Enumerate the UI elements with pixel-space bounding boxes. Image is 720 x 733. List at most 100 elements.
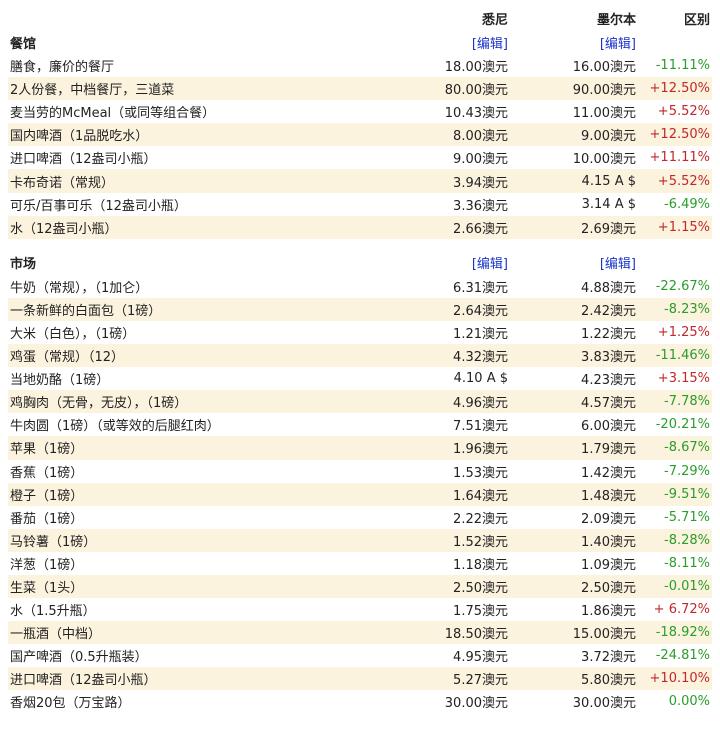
edit-cell: [编辑] xyxy=(510,30,638,54)
table-row: 一条新鲜的白面包（1磅） 2.64澳元 2.42澳元 -8.23% xyxy=(8,297,712,321)
table-row: 进口啤酒（12盎司小瓶） 9.00澳元 10.00澳元 +11.11% xyxy=(8,146,712,169)
edit-link-city2[interactable]: [编辑] xyxy=(599,257,636,273)
price-city1: 7.51澳元 xyxy=(453,419,508,435)
price-difference: -11.46% xyxy=(638,344,712,368)
price-city1: 2.66澳元 xyxy=(350,215,510,239)
table-row: 牛奶（常规），（1加仑） 6.31澳元 4.88澳元 -22.67% xyxy=(8,275,712,298)
price-city1: 1.75澳元 xyxy=(453,604,508,620)
header-blank xyxy=(8,6,350,30)
price-city1: 3.94澳元 xyxy=(350,169,510,193)
edit-link-city2[interactable]: [编辑] xyxy=(599,36,636,52)
price-city1: 3.36澳元 xyxy=(453,198,508,214)
table-row: 番茄（1磅） 2.22澳元 2.09澳元 -5.71% xyxy=(8,506,712,529)
price-city1: 2.50澳元 xyxy=(350,574,510,599)
table-row: 鸡胸肉（无骨，无皮），（1磅） 4.96澳元 4.57澳元 -7.78% xyxy=(8,390,712,414)
price-city1: 1.64澳元 xyxy=(350,482,510,506)
price-difference: +10.10% xyxy=(638,667,712,691)
item-name: 国内啤酒（1品脱吃水） xyxy=(8,123,350,147)
price-city1: 4.32澳元 xyxy=(350,344,510,368)
price-city1: 4.95澳元 xyxy=(453,650,508,666)
price-city1: 80.00澳元 xyxy=(350,77,510,101)
price-city2: 1.48澳元 xyxy=(510,482,638,506)
section-title: 餐馆 xyxy=(10,36,37,52)
table-row: 一瓶酒（中档） 18.50澳元 15.00澳元 -18.92% xyxy=(8,621,712,645)
table-row: 卡布奇诺（常规） 3.94澳元 4.15 A $ +5.52% xyxy=(8,169,712,193)
price-difference: -5.71% xyxy=(664,509,710,525)
price-city1: 8.00澳元 xyxy=(350,123,510,147)
item-name: 香烟20包（万宝路） xyxy=(10,696,131,712)
price-city2: 5.80澳元 xyxy=(510,667,638,691)
item-name: 卡布奇诺（常规） xyxy=(8,169,350,193)
item-name: 国产啤酒（0.5升瓶装） xyxy=(10,650,148,666)
price-city2: 1.79澳元 xyxy=(510,436,638,460)
price-city2: 1.40澳元 xyxy=(510,528,638,552)
item-name: 牛肉圆（1磅）（或等效的后腿红肉） xyxy=(10,419,220,435)
price-city2: 30.00澳元 xyxy=(572,696,636,712)
price-difference: -18.92% xyxy=(638,621,712,645)
price-difference: +3.15% xyxy=(657,371,710,387)
table-row: 国内啤酒（1品脱吃水） 8.00澳元 9.00澳元 +12.50% xyxy=(8,123,712,147)
price-city2: 6.00澳元 xyxy=(581,419,636,435)
price-city2: 11.00澳元 xyxy=(572,106,636,122)
table-row: 可乐/百事可乐（12盎司小瓶） 3.36澳元 3.14 A $ -6.49% xyxy=(8,193,712,216)
item-name: 大米（白色），（1磅） xyxy=(10,326,136,342)
price-difference: 0.00% xyxy=(668,694,710,710)
item-name: 麦当劳的McMeal（或同等组合餐） xyxy=(10,106,216,122)
table-row: 橙子（1磅） 1.64澳元 1.48澳元 -9.51% xyxy=(8,482,712,506)
price-city1: 2.22澳元 xyxy=(453,511,508,527)
table-row: 香烟20包（万宝路） 30.00澳元 30.00澳元 0.00% xyxy=(8,690,712,713)
edit-cell: [编辑] xyxy=(510,251,638,275)
item-name: 膳食，廉价的餐厅 xyxy=(10,60,115,76)
item-name: 香蕉（1磅） xyxy=(10,465,84,481)
header-city2: 墨尔本 xyxy=(596,12,636,28)
price-city1: 1.18澳元 xyxy=(453,557,508,573)
edit-link-city1[interactable]: [编辑] xyxy=(471,36,508,52)
price-city2: 3.14 A $ xyxy=(581,196,636,212)
price-difference: + 6.72% xyxy=(653,602,710,618)
price-city1: 30.00澳元 xyxy=(444,696,508,712)
item-name: 水（12盎司小瓶） xyxy=(8,215,350,239)
price-difference: -6.49% xyxy=(664,196,710,212)
table-row: 当地奶酪（1磅） 4.10 A $ 4.23澳元 +3.15% xyxy=(8,367,712,390)
item-name: 当地奶酪（1磅） xyxy=(10,373,110,389)
edit-link-city1[interactable]: [编辑] xyxy=(471,257,508,273)
section-header-row: 餐馆 [编辑] [编辑] xyxy=(8,30,712,54)
price-city1: 1.52澳元 xyxy=(350,528,510,552)
price-city2: 2.50澳元 xyxy=(510,574,638,599)
price-city2: 3.72澳元 xyxy=(581,650,636,666)
price-city2: 1.86澳元 xyxy=(581,604,636,620)
item-name: 进口啤酒（12盎司小瓶） xyxy=(8,667,350,691)
item-name: 鸡蛋（常规）（12） xyxy=(8,344,350,368)
table-row: 国产啤酒（0.5升瓶装） 4.95澳元 3.72澳元 -24.81% xyxy=(8,644,712,667)
table-row: 麦当劳的McMeal（或同等组合餐） 10.43澳元 11.00澳元 +5.52% xyxy=(8,100,712,123)
price-city2: 90.00澳元 xyxy=(510,77,638,101)
item-name: 生菜（1头） xyxy=(8,574,350,599)
price-difference: +1.15% xyxy=(638,215,712,239)
table-row: 牛肉圆（1磅）（或等效的后腿红肉） 7.51澳元 6.00澳元 -20.21% xyxy=(8,413,712,436)
price-city1: 4.10 A $ xyxy=(453,371,508,387)
price-city1: 5.27澳元 xyxy=(350,667,510,691)
price-difference: -8.67% xyxy=(638,436,712,460)
table-header-row: 悉尼 墨尔本 区别 xyxy=(8,6,712,30)
table-row: 马铃薯（1磅） 1.52澳元 1.40澳元 -8.28% xyxy=(8,528,712,552)
item-name: 2人份餐，中档餐厅，三道菜 xyxy=(8,77,350,101)
price-comparison-table: 悉尼 墨尔本 区别 餐馆 [编辑] [编辑] 膳食，廉价的餐厅 18.00澳元 16.00… xyxy=(8,6,712,714)
price-difference: -8.23% xyxy=(638,297,712,321)
item-name: 番茄（1磅） xyxy=(10,511,84,527)
price-difference: +5.52% xyxy=(638,169,712,193)
price-difference: +12.50% xyxy=(638,77,712,101)
price-difference: +12.50% xyxy=(638,123,712,147)
price-city1: 2.64澳元 xyxy=(350,297,510,321)
price-city1: 1.96澳元 xyxy=(350,436,510,460)
table-row: 进口啤酒（12盎司小瓶） 5.27澳元 5.80澳元 +10.10% xyxy=(8,667,712,691)
item-name: 牛奶（常规），（1加仑） xyxy=(10,280,149,296)
price-city2: 1.09澳元 xyxy=(581,557,636,573)
empty-cell xyxy=(638,251,712,275)
price-difference: +1.25% xyxy=(657,324,710,340)
table-row: 香蕉（1磅） 1.53澳元 1.42澳元 -7.29% xyxy=(8,460,712,483)
price-difference: -9.51% xyxy=(638,482,712,506)
price-difference: -7.78% xyxy=(638,390,712,414)
item-name: 洋葱（1磅） xyxy=(10,557,84,573)
section-spacer xyxy=(8,239,712,251)
price-city1: 1.21澳元 xyxy=(453,326,508,342)
